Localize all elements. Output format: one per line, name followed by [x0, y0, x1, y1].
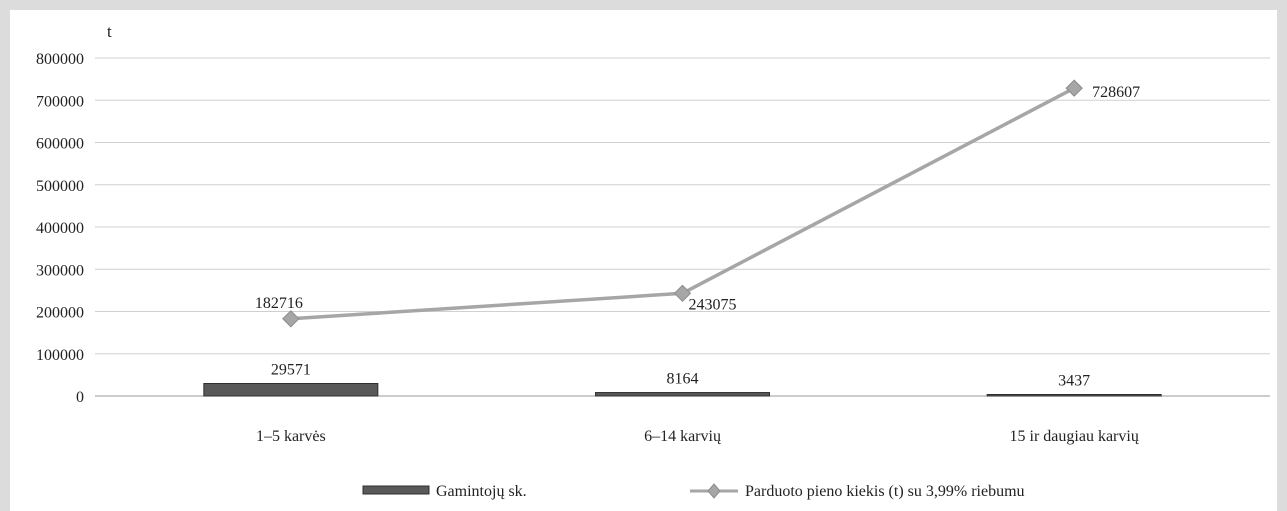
bar-data-label: 8164 [667, 371, 699, 388]
y-tick-label: 600000 [36, 136, 84, 153]
y-axis: 0 100000 200000 300000 400000 500000 600000 700… [36, 51, 84, 406]
legend-bar-label: Gamintojų sk. [436, 483, 527, 500]
bar-data-label: 29571 [271, 362, 311, 379]
line-point-marker [673, 284, 692, 303]
line-point-marker [1065, 79, 1083, 97]
y-tick-label: 800000 [36, 51, 84, 68]
legend: Gamintojų sk. Parduoto pieno kiekis (t) … [362, 483, 1025, 500]
line-data-label: 728607 [1092, 84, 1140, 101]
line-data-label: 182716 [255, 295, 303, 312]
legend-line-label: Parduoto pieno kiekis (t) su 3,99% riebu… [745, 483, 1025, 500]
line-data-label: 243075 [689, 296, 737, 313]
x-axis: 1–5 karvės 6–14 karvių 15 ir daugiau karvi… [256, 428, 1140, 445]
x-tick-label: 6–14 karvių [644, 428, 722, 445]
bar [203, 383, 379, 397]
y-tick-label: 700000 [36, 93, 84, 110]
line-series: 182716 243075 728607 [255, 79, 1140, 328]
y-tick-label: 400000 [36, 220, 84, 237]
x-tick-label: 1–5 karvės [256, 428, 326, 445]
y-tick-label: 100000 [36, 347, 84, 364]
y-tick-label: 200000 [36, 305, 84, 322]
bar [986, 394, 1162, 397]
y-axis-label: t [107, 22, 112, 41]
bar-series: 29571 8164 3437 [203, 362, 1162, 397]
y-tick-label: 500000 [36, 178, 84, 195]
x-tick-label: 15 ir daugiau karvių [1010, 428, 1140, 445]
legend-diamond-marker [707, 483, 721, 499]
bar-data-label: 3437 [1058, 373, 1090, 390]
bar [595, 392, 770, 397]
y-tick-label: 300000 [36, 262, 84, 279]
series-line [290, 86, 1075, 321]
legend-bar-swatch [362, 485, 430, 495]
line-point-marker [282, 310, 300, 328]
y-tick-label: 0 [76, 389, 84, 406]
